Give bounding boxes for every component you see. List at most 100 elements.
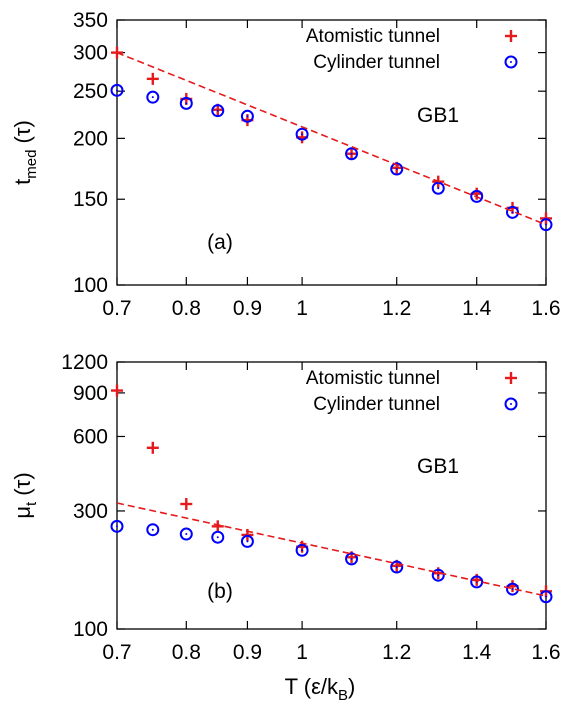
- circle-marker: [470, 575, 484, 589]
- circle-marker-dot: [510, 403, 512, 405]
- legend-marker: [505, 30, 517, 42]
- circle-marker-dot: [301, 549, 304, 552]
- x-tick-label: 1.4: [462, 641, 492, 664]
- circle-marker: [470, 189, 484, 203]
- circle-marker: [240, 109, 254, 123]
- x-tick-label: 1.4: [462, 297, 492, 320]
- circle-marker-dot: [437, 574, 440, 577]
- y-tick-label: 100: [73, 274, 108, 297]
- data-point-cylinder: [506, 582, 520, 596]
- data-point-cylinder: [179, 96, 193, 110]
- data-point-cylinder: [179, 527, 193, 541]
- y-tick-label: 300: [73, 42, 108, 65]
- circle-marker: [390, 162, 404, 176]
- circle-marker: [146, 90, 160, 104]
- plot-frame: [116, 361, 547, 630]
- y-tick-label: 150: [73, 188, 108, 211]
- circle-marker: [390, 560, 404, 574]
- data-point-cylinder: [345, 147, 359, 161]
- annotation-gb1: GB1: [417, 455, 459, 478]
- data-point-cylinder: [110, 519, 124, 533]
- x-tick-label: 0.9: [233, 641, 262, 664]
- data-point-atomistic: [146, 72, 159, 85]
- circle-marker-dot: [545, 595, 547, 598]
- y-tick-label: 600: [73, 425, 108, 448]
- circle-marker: [211, 104, 225, 118]
- x-tick-label: 0.7: [102, 297, 131, 320]
- x-tick-label: 1.6: [531, 297, 560, 320]
- plot-frame: [116, 19, 547, 286]
- circle-marker-dot: [185, 102, 188, 105]
- data-point-cylinder: [211, 530, 225, 544]
- fit-line-dashed: [116, 502, 547, 597]
- circle-marker-dot: [216, 109, 219, 112]
- data-point-cylinder: [110, 83, 124, 97]
- circle-marker: [146, 523, 160, 537]
- circle-marker: [431, 568, 445, 582]
- x-tick-label: 0.8: [172, 641, 201, 664]
- y-tick-label: 250: [73, 80, 108, 103]
- circle-marker-dot: [350, 557, 353, 560]
- circle-marker-dot: [437, 187, 440, 190]
- x-tick-label: 1.6: [531, 641, 560, 664]
- circle-marker-dot: [395, 168, 398, 171]
- legend-label: Cylinder tunnel: [313, 52, 440, 73]
- circle-marker: [345, 147, 359, 161]
- y-tick-label: 900: [73, 382, 108, 405]
- circle-marker-dot: [151, 96, 154, 99]
- circle-marker: [211, 530, 225, 544]
- circle-marker: [345, 552, 359, 566]
- data-point-cylinder: [295, 127, 309, 141]
- circle-marker: [110, 83, 124, 97]
- y-axis-label: tmed (τ): [10, 120, 40, 185]
- panel-b: 0.7 0.8 0.9 1 1.2 1.4 1.6 100 300 600 900 1200 μt (τ…: [10, 351, 561, 664]
- circle-marker: [179, 96, 193, 110]
- circle-marker-dot: [350, 152, 353, 155]
- circle-marker: [539, 590, 553, 604]
- circle-marker: [504, 397, 518, 411]
- circle-marker: [506, 205, 520, 219]
- panel-a: 0.7 0.8 0.9 1 1.2 1.4 1.6 100 150 200 250 300 350 tme…: [10, 9, 561, 320]
- data-point-cylinder: [539, 590, 553, 604]
- circle-marker-dot: [216, 536, 219, 539]
- circle-marker-dot: [301, 133, 304, 136]
- legend-label: Atomistic tunnel: [306, 26, 440, 47]
- data-point-cylinder: [146, 90, 160, 104]
- x-tick-label: 1.2: [382, 297, 411, 320]
- circle-marker: [240, 534, 254, 548]
- circle-marker-dot: [510, 61, 512, 63]
- data-point-cylinder: [390, 162, 404, 176]
- data-point-cylinder: [240, 534, 254, 548]
- fit-line-dashed: [116, 51, 547, 226]
- circle-marker-dot: [151, 528, 154, 531]
- y-tick-label: 350: [73, 9, 108, 32]
- y-tick-label: 1200: [61, 351, 108, 374]
- data-point-atomistic: [111, 384, 123, 397]
- circle-marker: [431, 181, 445, 195]
- annotation-gb1: GB1: [417, 104, 459, 127]
- legend-label: Cylinder tunnel: [313, 394, 440, 415]
- data-point-cylinder: [345, 552, 359, 566]
- panel-label: (a): [207, 231, 233, 254]
- circle-marker-dot: [185, 533, 188, 536]
- circle-marker-dot: [116, 89, 118, 92]
- circle-marker-dot: [246, 540, 249, 543]
- circle-marker-dot: [511, 211, 514, 214]
- y-tick-label: 300: [73, 500, 108, 523]
- circle-marker-dot: [246, 115, 249, 118]
- data-point-atomistic: [180, 498, 193, 511]
- circle-marker: [506, 582, 520, 596]
- circle-marker: [295, 127, 309, 141]
- circle-marker: [110, 519, 124, 533]
- data-point-atomistic: [211, 520, 224, 533]
- circle-marker: [295, 543, 309, 557]
- x-tick-label: 0.8: [172, 297, 201, 320]
- x-tick-label: 1: [296, 297, 308, 320]
- legend-marker: [504, 397, 518, 411]
- data-point-cylinder: [295, 543, 309, 557]
- circle-marker-dot: [511, 588, 514, 591]
- data-point-cylinder: [390, 560, 404, 574]
- data-point-cylinder: [506, 205, 520, 219]
- x-tick-label: 0.7: [102, 641, 131, 664]
- x-tick-label: 0.9: [233, 297, 262, 320]
